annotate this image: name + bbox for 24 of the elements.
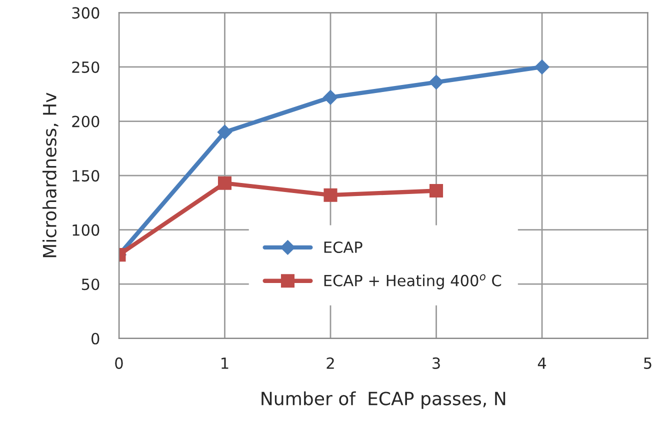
x-tick-label: 2 [326, 357, 334, 369]
y-axis-title: Microhardness, Hv [42, 92, 58, 258]
point [429, 184, 444, 198]
y-tick-label: 100 [72, 224, 100, 236]
x-tick-label: 3 [432, 357, 440, 369]
point [218, 176, 232, 190]
y-tick-label: 50 [82, 278, 100, 290]
y-tick-label: 300 [72, 7, 100, 19]
point [323, 90, 338, 105]
legend-label: ECAP [324, 241, 362, 254]
x-axis-title: Number of ECAP passes, N [262, 391, 506, 409]
x-tick-label: 0 [115, 357, 123, 369]
y-tick-label: 0 [92, 332, 100, 344]
x-tick-label: 5 [644, 358, 652, 369]
legend-label: ECAP + Heating 400$^{o}$ C [324, 274, 502, 290]
y-tick-label: 150 [72, 170, 100, 182]
point [217, 124, 232, 140]
x-tick-label: 1 [222, 358, 228, 369]
y-tick-label: 250 [72, 61, 100, 73]
x-tick-label: 4 [538, 358, 546, 369]
y-tick-label: 200 [72, 116, 100, 128]
point [324, 188, 338, 202]
point [428, 74, 444, 90]
point [534, 60, 550, 74]
